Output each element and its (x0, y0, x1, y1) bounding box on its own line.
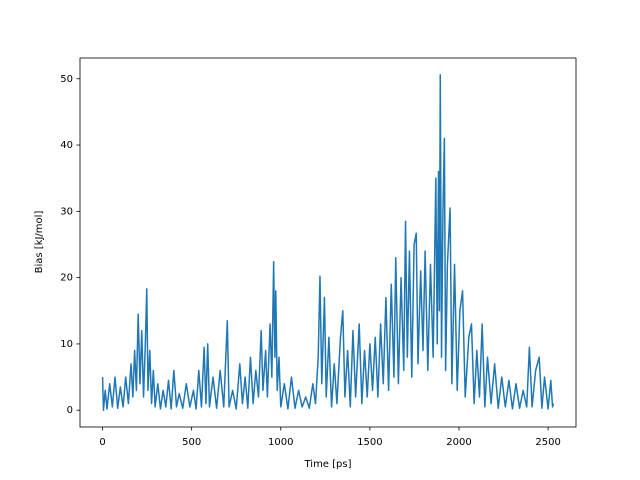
y-tick-label: 0 (67, 405, 73, 416)
y-tick-label: 40 (60, 140, 73, 151)
plot-frame (79, 57, 577, 428)
y-tick-label: 50 (60, 74, 73, 85)
x-axis-label: Time [ps] (303, 459, 351, 470)
x-tick-label: 1000 (268, 437, 293, 448)
y-tick-label: 20 (60, 273, 73, 284)
x-tick-label: 1500 (357, 437, 382, 448)
x-tick-label: 2000 (446, 437, 471, 448)
x-tick-label: 500 (182, 437, 201, 448)
data-line (101, 74, 555, 411)
x-tick-label: 0 (99, 437, 105, 448)
y-tick-label: 10 (60, 339, 73, 350)
y-axis-label: Bias [kJ/mol] (34, 211, 45, 274)
x-tick-label: 2500 (535, 437, 560, 448)
y-tick-label: 30 (60, 206, 73, 217)
